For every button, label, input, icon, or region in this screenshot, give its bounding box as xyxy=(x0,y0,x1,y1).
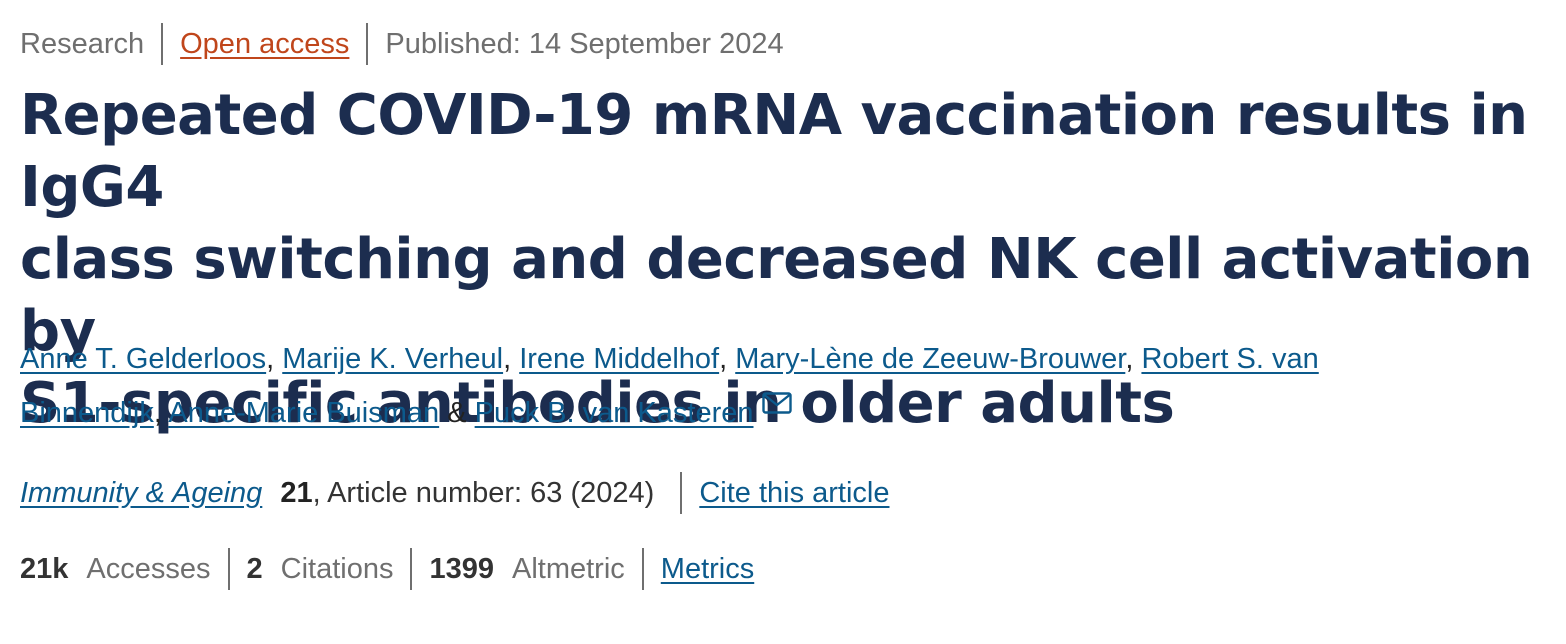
author-separator: , xyxy=(503,343,512,375)
author-ampersand: & xyxy=(447,397,467,429)
author-name-part-2: Binnendijk xyxy=(20,397,154,429)
altmetric-score: 1399 xyxy=(429,552,494,585)
accesses-count: 21k xyxy=(20,552,69,585)
divider xyxy=(680,472,683,514)
author-separator: , xyxy=(266,343,275,375)
article-type: Research xyxy=(20,27,145,60)
title-line-3: S1-specific antibodies in older adults xyxy=(20,371,1175,436)
article-metrics: 21k Accesses 2 Citations 1399 Altmetric … xyxy=(20,548,754,590)
cite-this-article-link[interactable]: Cite this article xyxy=(699,476,890,509)
altmetric-label: Altmetric xyxy=(511,552,625,585)
author-separator: , xyxy=(719,343,728,375)
author-name-part-1: Robert S. van xyxy=(1141,343,1319,375)
journal-info: Immunity & Ageing 21 , Article number: 6… xyxy=(20,472,889,514)
accesses-label: Accesses xyxy=(86,552,211,585)
title-line-2: class switching and decreased NK cell ac… xyxy=(20,227,1533,364)
divider xyxy=(161,23,164,65)
journal-link[interactable]: Immunity & Ageing xyxy=(20,476,263,509)
divider xyxy=(227,548,230,590)
published-date: Published: 14 September 2024 xyxy=(385,27,784,60)
divider xyxy=(641,548,644,590)
author-link-buisman[interactable]: Anne-Marie Buisman xyxy=(168,397,440,429)
divider xyxy=(366,23,369,65)
citations-label: Citations xyxy=(280,552,394,585)
journal-volume: 21 xyxy=(280,476,313,509)
open-access-link[interactable]: Open access xyxy=(180,27,350,60)
mail-icon xyxy=(761,392,792,414)
corresponding-author-mail-link[interactable] xyxy=(754,392,792,429)
metrics-link[interactable]: Metrics xyxy=(660,552,755,585)
author-link-middelhof[interactable]: Irene Middelhof xyxy=(519,343,720,375)
author-link-gelderloos[interactable]: Anne T. Gelderloos xyxy=(20,343,267,375)
author-separator: , xyxy=(153,397,162,429)
citations-count: 2 xyxy=(246,552,263,585)
author-separator: , xyxy=(1125,343,1134,375)
divider xyxy=(410,548,413,590)
author-list: Anne T. Gelderloos, Marije K. Verheul, I… xyxy=(20,332,1546,440)
author-link-de-zeeuw-brouwer[interactable]: Mary-Lène de Zeeuw-Brouwer xyxy=(735,343,1126,375)
author-link-van-binnendijk[interactable]: Robert S. van Binnendijk xyxy=(20,343,1319,429)
title-line-1: Repeated COVID-19 mRNA vaccination resul… xyxy=(20,83,1528,220)
author-link-van-kasteren[interactable]: Puck B. van Kasteren xyxy=(474,397,754,429)
article-number: , Article number: 63 (2024) xyxy=(312,476,655,509)
article-meta: Research Open access Published: 14 Septe… xyxy=(20,23,784,65)
author-link-verheul[interactable]: Marije K. Verheul xyxy=(282,343,504,375)
article-title: Repeated COVID-19 mRNA vaccination resul… xyxy=(20,80,1546,440)
